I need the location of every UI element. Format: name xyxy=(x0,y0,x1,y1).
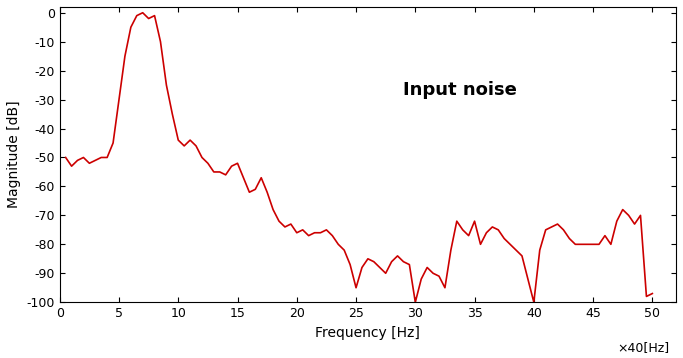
Text: ×40[Hz]: ×40[Hz] xyxy=(617,340,670,354)
X-axis label: Frequency [Hz]: Frequency [Hz] xyxy=(316,326,420,340)
Text: Input noise: Input noise xyxy=(404,81,517,98)
Y-axis label: Magnitude [dB]: Magnitude [dB] xyxy=(7,101,21,208)
